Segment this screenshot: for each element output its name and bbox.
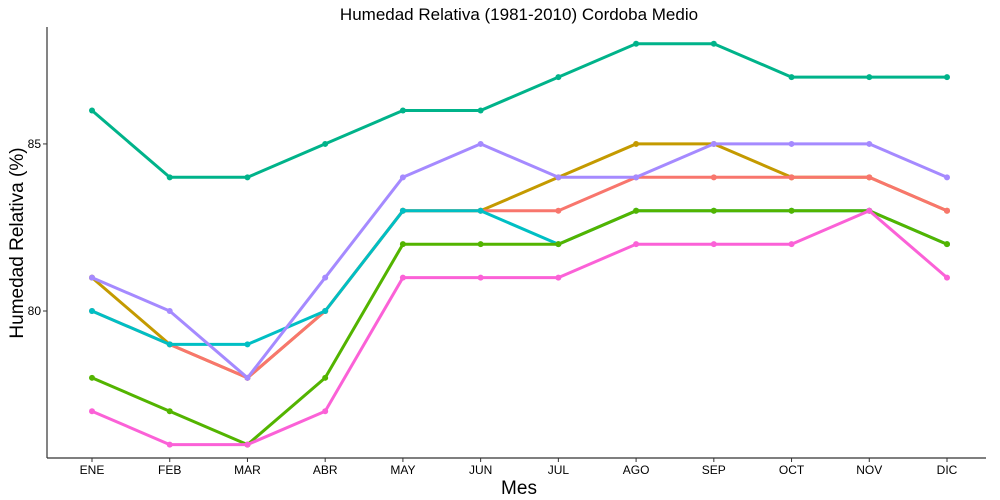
data-point bbox=[322, 307, 329, 314]
data-point bbox=[866, 174, 873, 181]
data-point bbox=[322, 408, 329, 415]
x-ticks: ENE FEB MAR ABR MAY JUN JUL AGO SEP OCT NOV DIC bbox=[80, 458, 958, 477]
data-point bbox=[477, 241, 484, 248]
data-point bbox=[399, 241, 406, 248]
plot-area bbox=[46, 27, 986, 459]
data-point bbox=[244, 441, 251, 448]
data-point bbox=[710, 140, 717, 147]
data-point bbox=[710, 241, 717, 248]
series-line bbox=[90, 209, 949, 447]
data-point bbox=[399, 207, 406, 214]
data-point bbox=[89, 107, 95, 114]
data-point bbox=[555, 207, 562, 214]
data-point bbox=[89, 274, 95, 281]
series-4 bbox=[89, 207, 950, 448]
data-point bbox=[788, 140, 795, 147]
data-point bbox=[866, 74, 873, 81]
series-layer bbox=[89, 40, 950, 448]
data-point bbox=[477, 274, 484, 281]
data-point bbox=[555, 274, 562, 281]
data-point bbox=[555, 74, 562, 81]
x-tick-label: MAR bbox=[234, 463, 261, 477]
data-point bbox=[399, 174, 406, 181]
data-point bbox=[633, 241, 640, 248]
data-point bbox=[633, 140, 640, 147]
chart-title: Humedad Relativa (1981-2010) Cordoba Med… bbox=[340, 5, 698, 24]
data-point bbox=[244, 174, 251, 181]
x-tick-label: ABR bbox=[313, 463, 338, 477]
data-point bbox=[322, 374, 329, 381]
x-tick-label: JUN bbox=[469, 463, 492, 477]
data-point bbox=[477, 207, 484, 214]
data-point bbox=[244, 374, 251, 381]
data-point bbox=[633, 40, 640, 47]
data-point bbox=[166, 174, 173, 181]
data-point bbox=[244, 341, 251, 348]
x-tick-label: MAY bbox=[390, 463, 415, 477]
data-point bbox=[788, 241, 795, 248]
y-axis-title: Humedad Relativa (%) bbox=[7, 147, 28, 338]
series-6 bbox=[89, 140, 950, 381]
data-point bbox=[555, 174, 562, 181]
data-point bbox=[399, 274, 406, 281]
data-point bbox=[166, 307, 173, 314]
data-point bbox=[555, 241, 562, 248]
data-point bbox=[710, 40, 717, 47]
data-point bbox=[477, 140, 484, 147]
y-ticks: 80 85 bbox=[28, 137, 47, 318]
x-tick-label: ENE bbox=[80, 463, 105, 477]
data-point bbox=[944, 174, 950, 181]
y-tick-label: 80 bbox=[28, 304, 42, 318]
data-point bbox=[166, 441, 173, 448]
series-7 bbox=[89, 40, 950, 181]
data-point bbox=[944, 74, 950, 81]
data-point bbox=[89, 307, 95, 314]
x-tick-label: SEP bbox=[702, 463, 726, 477]
series-5 bbox=[89, 207, 950, 448]
x-axis-title: Mes bbox=[501, 478, 537, 499]
y-tick-label: 85 bbox=[28, 137, 42, 151]
data-point bbox=[944, 241, 950, 248]
x-tick-label: NOV bbox=[856, 463, 882, 477]
data-point bbox=[166, 341, 173, 348]
x-tick-label: FEB bbox=[158, 463, 181, 477]
x-tick-label: DIC bbox=[937, 463, 958, 477]
data-point bbox=[399, 107, 406, 114]
data-point bbox=[866, 140, 873, 147]
data-point bbox=[788, 174, 795, 181]
data-point bbox=[322, 140, 329, 147]
series-line bbox=[90, 175, 949, 380]
data-point bbox=[89, 374, 95, 381]
data-point bbox=[788, 74, 795, 81]
data-point bbox=[788, 207, 795, 214]
data-point bbox=[166, 408, 173, 415]
series-line bbox=[90, 142, 949, 380]
data-point bbox=[633, 207, 640, 214]
data-point bbox=[866, 207, 873, 214]
data-point bbox=[710, 174, 717, 181]
data-point bbox=[633, 174, 640, 181]
x-tick-label: OCT bbox=[779, 463, 805, 477]
data-point bbox=[322, 274, 329, 281]
data-point bbox=[89, 408, 95, 415]
data-point bbox=[944, 274, 950, 281]
data-point bbox=[477, 107, 484, 114]
x-tick-label: AGO bbox=[623, 463, 650, 477]
data-point bbox=[710, 207, 717, 214]
x-tick-label: JUL bbox=[548, 463, 570, 477]
data-point bbox=[944, 207, 950, 214]
series-line bbox=[90, 142, 949, 380]
series-line bbox=[90, 42, 949, 179]
series-line bbox=[90, 209, 949, 447]
